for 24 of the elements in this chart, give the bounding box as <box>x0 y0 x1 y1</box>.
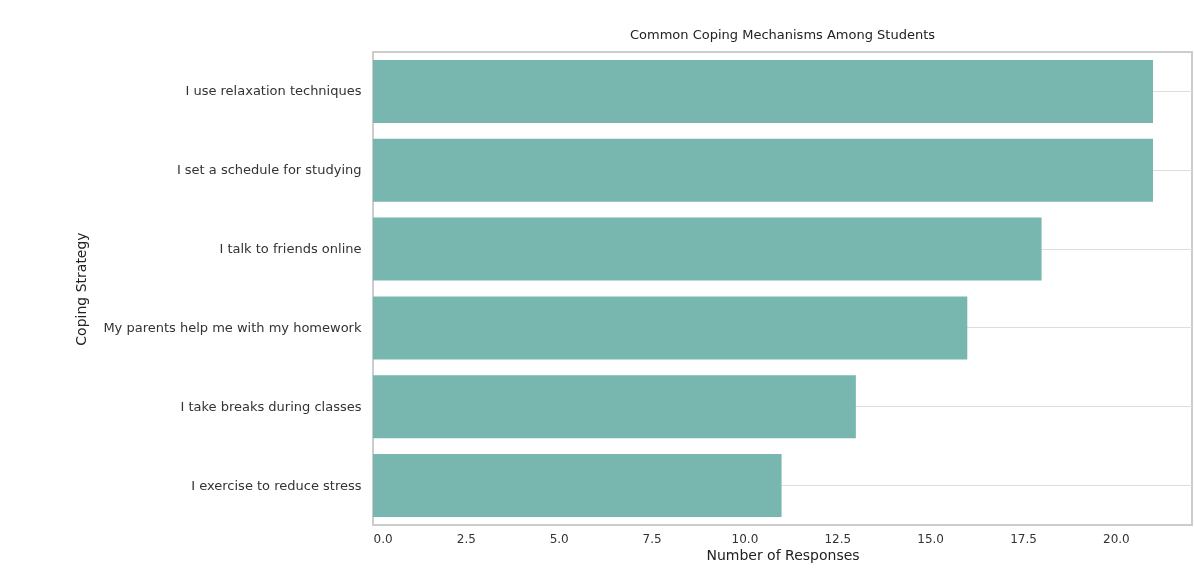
y-tick-label: I use relaxation techniques <box>185 83 362 99</box>
y-axis-title: Coping Strategy <box>72 232 89 346</box>
x-tick-label: 15.0 <box>917 531 944 546</box>
x-tick-label: 10.0 <box>731 531 759 546</box>
x-tick-label: 0.0 <box>373 531 393 546</box>
chart-title: Common Coping Mechanisms Among Students <box>629 27 936 42</box>
y-tick-label: I talk to friends online <box>219 241 362 257</box>
x-tick-label: 17.5 <box>1010 531 1037 546</box>
bar <box>373 217 1042 281</box>
x-tick-label: 20.0 <box>1103 531 1130 546</box>
bar <box>373 296 968 360</box>
bar <box>373 375 856 439</box>
x-tick-label: 2.5 <box>456 531 476 546</box>
y-tick-label: I take breaks during classes <box>180 398 362 414</box>
x-tick-label: 7.5 <box>642 531 662 546</box>
bar <box>373 59 1153 123</box>
x-axis-title: Number of Responses <box>706 546 860 563</box>
bar <box>373 454 782 518</box>
x-tick-label: 12.5 <box>824 531 852 546</box>
y-tick-label: I set a schedule for studying <box>176 162 362 178</box>
bar <box>373 138 1153 202</box>
y-tick-label: My parents help me with my homework <box>103 319 362 335</box>
x-tick-label: 5.0 <box>549 531 569 546</box>
y-tick-label: I exercise to reduce stress <box>191 477 362 493</box>
